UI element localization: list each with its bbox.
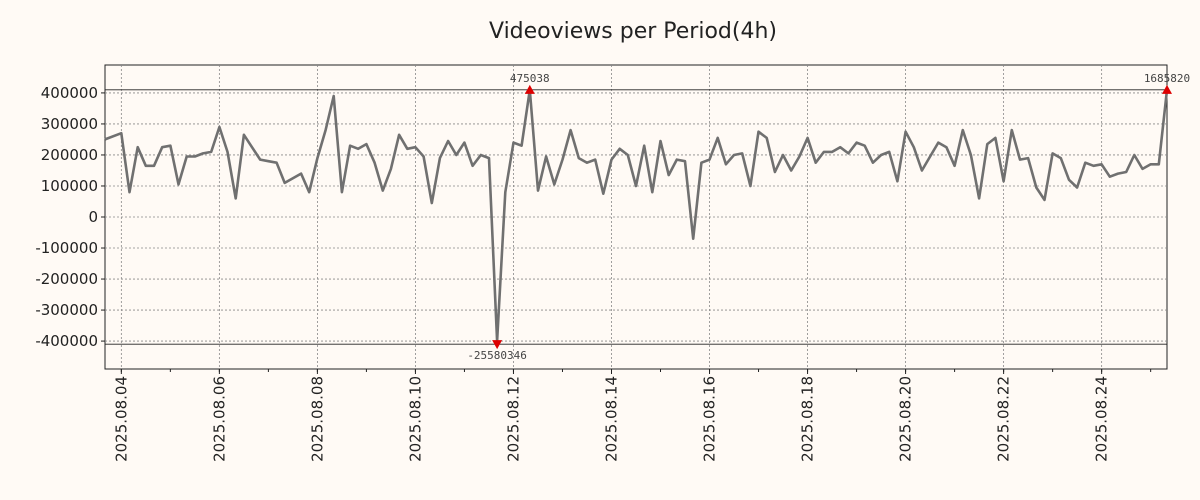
annotation-label: 1685820 xyxy=(1144,72,1190,85)
annotation-label: 475038 xyxy=(510,72,550,85)
annotation-marker xyxy=(524,84,535,94)
annotation-label: -25580346 xyxy=(467,349,527,362)
x-tick-label: 2025.08.06 xyxy=(210,376,228,462)
y-tick-label: 300000 xyxy=(41,115,98,133)
y-tick-label: 0 xyxy=(88,208,98,226)
x-tick-label: 2025.08.24 xyxy=(1093,376,1111,462)
annotation-marker xyxy=(492,340,503,350)
x-tick-label: 2025.08.20 xyxy=(897,376,915,462)
reference-lines xyxy=(105,89,1167,345)
series-layer xyxy=(104,88,1169,343)
x-tick-label: 2025.08.08 xyxy=(308,376,326,462)
grid-layer xyxy=(105,65,1167,369)
chart-title: Videoviews per Period(4h) xyxy=(489,19,777,44)
annotation-layer: 475038 1685820 -25580346 xyxy=(467,72,1190,362)
x-tick-label: 2025.08.10 xyxy=(406,376,424,462)
x-tick-label: 2025.08.22 xyxy=(995,376,1013,462)
y-tick-label: 400000 xyxy=(41,84,98,102)
x-tick-label: 2025.08.04 xyxy=(112,376,130,462)
y-axis: 400000 300000 200000 100000 0 -100000 -200000 -… xyxy=(35,84,105,350)
x-tick-label: 2025.08.18 xyxy=(799,376,817,462)
series-line xyxy=(104,88,1169,343)
annotation-marker xyxy=(1162,84,1172,94)
y-tick-label: 100000 xyxy=(41,177,98,195)
x-tick-label: 2025.08.14 xyxy=(602,376,620,462)
x-axis: 2025.08.04 2025.08.06 2025.08.08 2025.08.10… xyxy=(112,369,1152,462)
y-tick-label: -400000 xyxy=(35,332,98,350)
y-tick-label: -200000 xyxy=(35,270,98,288)
y-tick-label: 200000 xyxy=(41,146,98,164)
y-tick-label: -300000 xyxy=(35,301,98,319)
x-tick-label: 2025.08.12 xyxy=(504,376,522,462)
plot-area xyxy=(104,64,1168,370)
x-tick-label: 2025.08.16 xyxy=(701,376,719,462)
y-tick-label: -100000 xyxy=(35,239,98,257)
